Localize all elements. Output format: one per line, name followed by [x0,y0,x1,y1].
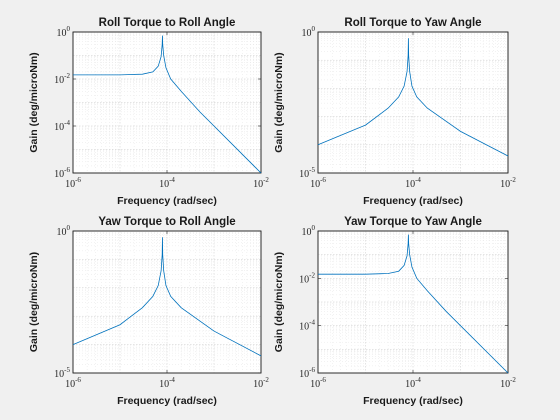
x-tick-label: 10-4 [159,376,175,390]
grid [73,32,261,173]
grid [318,32,508,173]
series-line [73,35,262,174]
y-tick-label: 10-6 [54,166,70,180]
chart-title: Yaw Torque to Yaw Angle [344,216,482,228]
subplot-1: 10-6 10-4 10-2 10-6 10-4 10-2 100 Roll Torque t… [28,17,269,207]
y-tick-label: 100 [302,224,316,238]
y-axis-label: Gain (deg/microNm) [273,52,285,152]
y-axis-label: Gain (deg/microNm) [28,52,40,152]
x-tick-label: 10-4 [405,376,421,390]
y-tick-label: 100 [57,25,71,39]
x-axis-label: Frequency (rad/sec) [117,195,217,207]
y-tick-label: 10-4 [54,119,70,133]
y-axis-label: Gain (deg/microNm) [273,252,285,352]
subplot-4: 10-6 10-4 10-2 10-6 10-4 10-2 100 Yaw Torque to… [273,216,516,407]
y-tick-label: 100 [302,25,316,39]
x-tick-label: 10-6 [65,176,81,190]
x-axis-label: Frequency (rad/sec) [363,195,463,207]
y-tick-label: 10-2 [54,72,70,86]
chart-title: Yaw Torque to Roll Angle [98,216,235,228]
x-tick-label: 10-2 [253,376,269,390]
x-tick-label: 10-2 [500,176,516,190]
x-tick-label: 10-6 [310,376,326,390]
x-axis-label: Frequency (rad/sec) [117,395,217,407]
chart-title: Roll Torque to Roll Angle [99,17,236,29]
y-tick-label: 10-2 [299,271,315,285]
y-tick-label: 10-6 [299,366,315,380]
grid [318,231,508,373]
series-line [317,38,509,157]
y-axis-label: Gain (deg/microNm) [28,252,40,352]
x-tick-label: 10-2 [500,376,516,390]
series-line [72,237,262,357]
chart-title: Roll Torque to Yaw Angle [344,17,481,29]
x-tick-label: 10-4 [159,176,175,190]
x-tick-label: 10-4 [405,176,421,190]
subplot-2: 10-6 10-4 10-2 10-5 100 Roll Torque to Yaw An… [273,17,516,207]
series-line [318,234,509,374]
x-tick-label: 10-6 [65,376,81,390]
x-axis-label: Frequency (rad/sec) [363,395,463,407]
y-tick-label: 10-5 [54,366,70,380]
y-tick-label: 100 [57,224,71,238]
x-tick-label: 10-2 [253,176,269,190]
y-tick-label: 10-4 [299,319,315,333]
subplot-3: 10-6 10-4 10-2 10-5 100 Yaw Torque to Roll An… [28,216,269,407]
x-tick-label: 10-6 [310,176,326,190]
y-tick-label: 10-5 [299,166,315,180]
